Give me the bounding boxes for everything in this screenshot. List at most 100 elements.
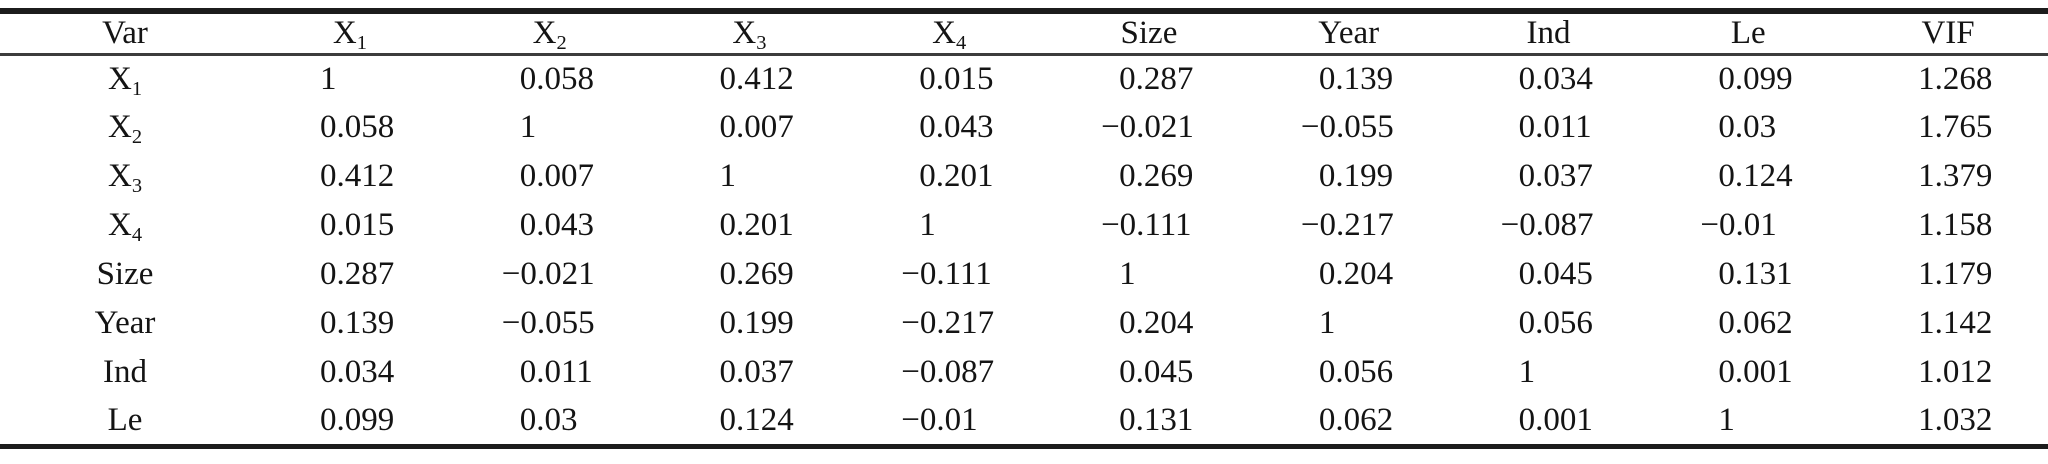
table-cell: −0.055 — [1300, 109, 1394, 145]
column-header-size: Size — [1120, 14, 1178, 51]
table-cell: −0.217 — [1300, 207, 1394, 243]
table-cell: 1 — [1119, 256, 1136, 292]
table-cell: 1.268 — [1918, 60, 1993, 97]
table-cell: 1.179 — [1918, 256, 1993, 292]
column-header-vif: VIF — [1921, 14, 1975, 51]
table-cell: 0.045 — [1518, 256, 1593, 292]
table-cell: −0.01 — [901, 401, 978, 438]
table-row-x1: X1 1 0.058 0.412 0.015 0.287 0.139 0.034… — [0, 54, 2048, 103]
table-cell: −0.087 — [1500, 207, 1594, 243]
table-cell: 0.001 — [1718, 354, 1793, 390]
table-cell: −0.217 — [901, 305, 995, 341]
table-cell: 1 — [1718, 401, 1735, 438]
table-cell: 0.287 — [320, 256, 395, 292]
table-cell: 0.131 — [1119, 401, 1194, 438]
table-cell: 0.269 — [719, 256, 794, 292]
table-cell: 0.037 — [719, 354, 794, 390]
table-cell: 1 — [320, 60, 337, 97]
table-cell: −0.111 — [901, 256, 992, 292]
table-row-year: Year 0.139 −0.055 0.199 −0.217 0.204 1 0… — [0, 299, 2048, 348]
table-cell: 0.199 — [719, 305, 794, 341]
table-cell: 1 — [1318, 305, 1336, 341]
table-cell: 0.034 — [1518, 60, 1593, 97]
table-cell: 0.037 — [1518, 158, 1593, 194]
table-cell: 0.001 — [1518, 401, 1593, 438]
table-cell: 0.201 — [919, 158, 994, 194]
column-header-var: Var — [102, 14, 148, 51]
table-row-ind: Ind 0.034 0.011 0.037 −0.087 0.045 0.056… — [0, 348, 2048, 397]
table-cell: 0.204 — [1318, 256, 1394, 292]
table-cell: 0.124 — [1718, 158, 1793, 194]
table-cell: −0.021 — [1101, 109, 1194, 145]
table-cell: 0.043 — [919, 109, 994, 145]
table-cell: 1.765 — [1918, 109, 1993, 145]
table-cell: 1.142 — [1918, 305, 1993, 341]
column-header-x4: X4 — [932, 14, 967, 54]
table-row-x3: X3 0.412 0.007 1 0.201 0.269 0.199 0.037… — [0, 152, 2048, 201]
table-cell: 0.056 — [1318, 354, 1394, 390]
table-cell: 0.099 — [1718, 60, 1793, 97]
row-label: Le — [107, 401, 143, 438]
table-cell: 0.287 — [1119, 60, 1194, 97]
table-cell: 0.011 — [1518, 109, 1592, 145]
table-cell: −0.01 — [1700, 207, 1777, 243]
table-cell: 0.058 — [320, 109, 395, 145]
table-cell: 0.03 — [519, 401, 578, 438]
table-row-x2: X2 0.058 1 0.007 0.043 −0.021 −0.055 0.0… — [0, 103, 2048, 152]
table-cell: 1.379 — [1918, 158, 1993, 194]
table-cell: 0.034 — [320, 354, 395, 390]
table-cell: 0.015 — [320, 207, 395, 243]
table-cell: 0.062 — [1318, 401, 1394, 438]
table-row-x4: X4 0.015 0.043 0.201 1 −0.111 −0.217 −0.… — [0, 201, 2048, 250]
column-header-ind: Ind — [1526, 14, 1571, 51]
table-cell: 0.043 — [519, 207, 595, 243]
table-cell: 1 — [919, 207, 936, 243]
table-cell: 0.201 — [719, 207, 794, 243]
header-row: Var X1 X2 X3 X4 Size Year Ind Le VIF — [0, 11, 2048, 54]
table-cell: 1 — [719, 158, 737, 194]
row-label: X2 — [107, 109, 143, 149]
table-cell: 0.045 — [1119, 354, 1194, 390]
column-header-year: Year — [1318, 14, 1380, 51]
row-label: X4 — [107, 207, 143, 247]
table-cell: −0.087 — [901, 354, 995, 390]
table-body: X1 1 0.058 0.412 0.015 0.287 0.139 0.034… — [0, 54, 2048, 446]
table-cell: 0.007 — [519, 158, 595, 194]
table-cell: 0.011 — [519, 354, 593, 390]
row-label: Year — [94, 305, 156, 341]
column-header-x3: X3 — [732, 14, 767, 54]
table-cell: 1.158 — [1918, 207, 1993, 243]
table-cell: 0.204 — [1119, 305, 1194, 341]
table-cell: 0.007 — [719, 109, 794, 145]
table-cell: 0.03 — [1718, 109, 1777, 145]
table-cell: 0.099 — [320, 401, 395, 438]
table-cell: 1.012 — [1918, 354, 1993, 390]
table-cell: 0.062 — [1718, 305, 1793, 341]
table-cell: −0.021 — [501, 256, 595, 292]
table-cell: −0.111 — [1101, 207, 1192, 243]
table-row-size: Size 0.287 −0.021 0.269 −0.111 1 0.204 0… — [0, 250, 2048, 299]
column-header-le: Le — [1730, 14, 1766, 51]
table-cell: 0.058 — [519, 60, 595, 97]
table-cell: 0.199 — [1318, 158, 1394, 194]
table-cell: 0.412 — [320, 158, 395, 194]
row-label: X3 — [107, 158, 143, 198]
table-cell: 1.032 — [1918, 401, 1993, 438]
table-cell: 0.139 — [1318, 60, 1394, 97]
row-label: Ind — [103, 354, 147, 390]
row-label: X1 — [107, 60, 143, 100]
table-cell: −0.055 — [501, 305, 595, 341]
table-cell: 1 — [519, 109, 537, 145]
row-label: Size — [96, 256, 154, 292]
table-cell: 0.412 — [719, 60, 794, 97]
table-cell: 0.131 — [1718, 256, 1793, 292]
column-header-x2: X2 — [532, 14, 567, 54]
correlation-vif-table: Var X1 X2 X3 X4 Size Year Ind Le VIF X1 … — [0, 8, 2048, 449]
table-cell: 0.056 — [1518, 305, 1593, 341]
table-cell: 0.139 — [320, 305, 395, 341]
table-header: Var X1 X2 X3 X4 Size Year Ind Le VIF — [0, 11, 2048, 54]
column-header-x1: X1 — [332, 14, 367, 54]
table-cell: 0.124 — [719, 401, 794, 438]
table-cell: 1 — [1518, 354, 1536, 390]
